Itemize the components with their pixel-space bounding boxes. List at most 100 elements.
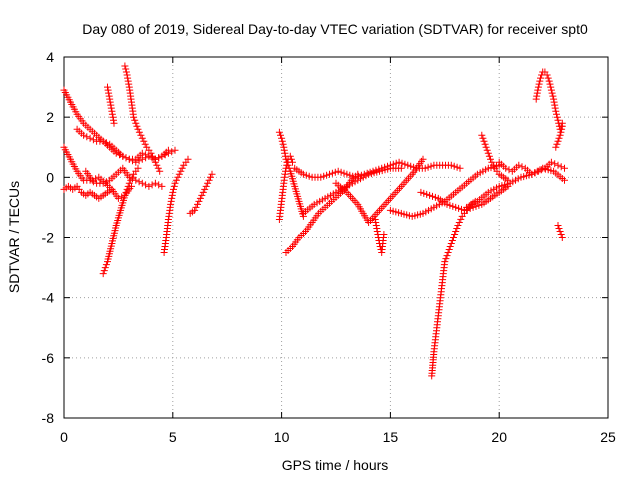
data-point — [156, 167, 164, 175]
data-point — [343, 170, 351, 178]
data-point — [170, 182, 178, 190]
data-point — [557, 163, 565, 171]
data-point — [420, 189, 428, 197]
data-point — [148, 181, 156, 189]
data-point — [105, 89, 113, 97]
data-point — [518, 163, 526, 171]
data-point — [533, 92, 541, 100]
data-point — [121, 191, 129, 199]
data-point — [155, 181, 163, 189]
data-point — [553, 110, 560, 118]
data-point — [172, 176, 180, 184]
data-point — [557, 231, 565, 238]
data-point — [83, 133, 91, 141]
data-point — [419, 155, 427, 163]
data-point — [337, 168, 345, 176]
data-point — [558, 234, 566, 241]
data-point — [151, 179, 159, 187]
data-point — [142, 151, 150, 159]
data-point — [536, 77, 544, 85]
data-point — [88, 176, 96, 184]
data-point — [123, 185, 131, 193]
data-point — [278, 137, 286, 145]
data-point — [546, 80, 554, 88]
data-point — [484, 149, 492, 157]
y-tick-label: -4 — [42, 290, 55, 306]
data-point — [125, 80, 133, 88]
data-point — [443, 200, 451, 208]
data-point — [555, 225, 563, 232]
x-tick-label: 25 — [600, 429, 616, 445]
data-point — [380, 231, 388, 238]
y-tick-label: 2 — [46, 109, 54, 125]
data-point — [122, 154, 130, 162]
data-point — [108, 110, 116, 118]
data-point — [320, 172, 328, 180]
data-point — [110, 119, 118, 127]
data-point — [446, 243, 454, 250]
data-point — [140, 137, 148, 145]
data-point — [421, 164, 429, 172]
data-point — [551, 104, 559, 112]
data-point — [417, 188, 425, 196]
x-tick-label: 5 — [169, 429, 177, 445]
data-point — [554, 137, 562, 145]
data-point — [553, 140, 561, 148]
data-point — [447, 240, 455, 247]
data-point — [487, 155, 494, 163]
data-point — [135, 157, 143, 165]
data-point — [131, 116, 139, 124]
data-point — [127, 176, 135, 184]
data-point — [104, 83, 111, 91]
data-point — [142, 181, 150, 189]
data-point — [429, 192, 436, 200]
data-point — [302, 171, 310, 179]
data-point — [119, 152, 127, 160]
data-point — [427, 162, 435, 170]
data-point — [101, 264, 109, 272]
data-point — [561, 164, 568, 172]
data-point — [534, 83, 542, 91]
data-point — [515, 161, 523, 169]
data-point — [121, 62, 129, 70]
data-point — [155, 154, 163, 162]
x-axis-label: GPS time / hours — [282, 457, 389, 473]
data-point — [137, 131, 145, 139]
data-point — [130, 113, 138, 121]
data-point — [89, 136, 97, 144]
data-point — [150, 155, 158, 163]
data-point — [453, 163, 461, 171]
data-point — [80, 131, 88, 139]
data-point — [431, 193, 439, 201]
data-point — [340, 169, 348, 177]
data-point — [488, 158, 496, 166]
data-point — [455, 204, 463, 212]
data-point — [561, 176, 568, 184]
data-point — [558, 122, 566, 130]
data-point — [446, 201, 454, 209]
data-point — [196, 194, 204, 202]
y-tick-label: -8 — [42, 410, 55, 426]
data-point — [138, 149, 146, 157]
data-point — [299, 170, 307, 178]
data-point — [451, 231, 459, 238]
data-point — [328, 169, 336, 177]
data-point — [102, 261, 110, 269]
data-point — [170, 185, 177, 193]
data-point — [107, 104, 115, 112]
data-point — [326, 170, 333, 178]
data-point — [275, 128, 283, 136]
chart-title: Day 080 of 2019, Sidereal Day-to-day VTE… — [82, 21, 588, 37]
data-point — [184, 155, 192, 163]
data-point — [277, 131, 284, 139]
data-point — [502, 164, 510, 172]
data-point — [547, 86, 555, 94]
data-point — [175, 170, 183, 178]
data-point — [553, 113, 561, 121]
data-point — [547, 158, 555, 166]
data-point — [475, 201, 483, 209]
data-point — [424, 163, 432, 171]
data-point — [204, 179, 212, 187]
x-tick-label: 20 — [491, 429, 507, 445]
x-tick-label: 10 — [274, 429, 290, 445]
